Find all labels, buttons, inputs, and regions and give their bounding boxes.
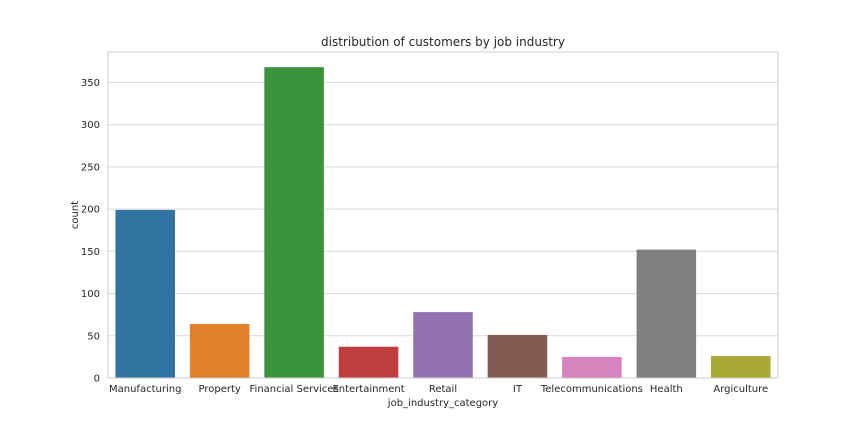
bar-it — [487, 334, 548, 378]
bars — [115, 67, 771, 378]
y-axis-label: count — [70, 201, 81, 229]
x-tick-labels: Manufacturing Property Financial ServicesE… — [109, 384, 768, 395]
y-tick-label: 250 — [81, 162, 100, 173]
x-tick-label: IT — [513, 384, 523, 395]
x-tick-label: Financial Services — [250, 384, 339, 395]
plot-frame — [107, 51, 779, 379]
bar-manufacturing — [115, 209, 175, 378]
x-tick-label: Telecommunications — [540, 384, 643, 395]
bar-property — [189, 323, 250, 378]
x-tick-label: Argiculture — [713, 384, 768, 395]
bar-health — [636, 249, 697, 378]
y-tick-label: 300 — [81, 120, 100, 131]
y-tick-label: 150 — [81, 247, 100, 258]
y-tick-label: 50 — [87, 331, 100, 342]
bar-telecommunications — [562, 356, 622, 378]
y-tick-labels: 0 50 100 150 200 250 300 350 — [81, 78, 100, 385]
chart-title: distribution of customers by job industr… — [321, 35, 565, 49]
x-tick-label: Entertainment — [332, 384, 404, 395]
bar-entertainment — [338, 346, 399, 378]
x-tick-label: Retail — [429, 384, 457, 395]
x-axis-label: job_industry_category — [387, 398, 498, 409]
x-tick-label: Property — [199, 384, 241, 395]
y-tick-label: 0 — [94, 374, 100, 385]
bar-retail — [413, 312, 473, 378]
y-tick-label: 350 — [81, 78, 100, 89]
y-tick-label: 200 — [81, 205, 100, 216]
x-tick-label: Manufacturing — [109, 384, 181, 395]
x-tick-label: Health — [650, 384, 683, 395]
y-tick-label: 100 — [81, 289, 100, 300]
bar-financial-services — [264, 67, 324, 378]
bar-argiculture — [711, 356, 771, 378]
